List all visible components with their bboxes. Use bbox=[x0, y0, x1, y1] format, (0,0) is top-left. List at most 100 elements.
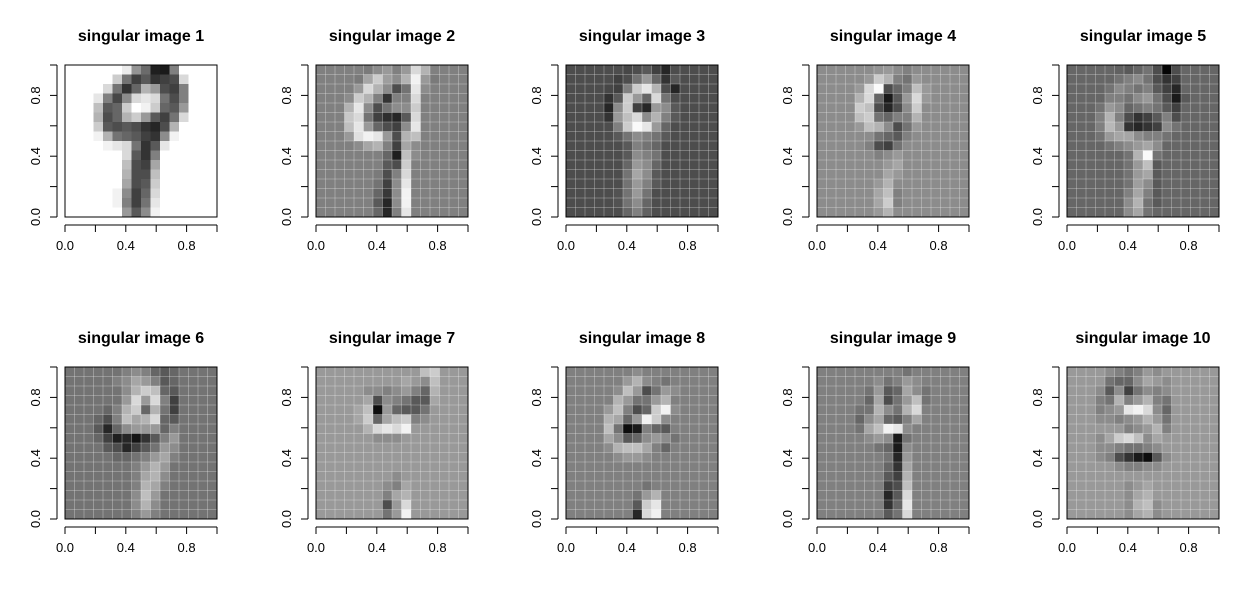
heatmap-cell bbox=[1162, 179, 1172, 189]
heatmap-cell bbox=[179, 112, 189, 123]
heatmap-cell bbox=[1067, 462, 1077, 472]
heatmap-cell bbox=[623, 65, 633, 75]
heatmap-cell bbox=[959, 74, 970, 85]
heatmap-cell bbox=[585, 150, 595, 161]
y-axis: 0.00.40.8 bbox=[1030, 64, 1060, 226]
heatmap-cell bbox=[363, 169, 374, 180]
heatmap-cell bbox=[1162, 443, 1172, 453]
heatmap-cell bbox=[613, 462, 624, 472]
heatmap-cell bbox=[1076, 395, 1087, 406]
heatmap-cell bbox=[1124, 367, 1134, 377]
heatmap-cell bbox=[836, 376, 846, 387]
heatmap-cell bbox=[912, 207, 922, 218]
heatmap-cell bbox=[670, 490, 681, 501]
heatmap-cell bbox=[893, 481, 903, 491]
heatmap-cell bbox=[699, 131, 709, 142]
heatmap-cell bbox=[150, 500, 161, 510]
heatmap-cell bbox=[845, 386, 856, 396]
heatmap-cell bbox=[594, 112, 605, 123]
heatmap-cell bbox=[1124, 424, 1134, 434]
heatmap-cell bbox=[680, 490, 690, 501]
heatmap-cell bbox=[642, 462, 652, 472]
heatmap-cell bbox=[594, 395, 605, 406]
heatmap-cell bbox=[207, 443, 218, 453]
heatmap-cell bbox=[373, 424, 383, 434]
heatmap-cell bbox=[1114, 395, 1125, 406]
heatmap-cell bbox=[392, 207, 402, 218]
heatmap-cell bbox=[344, 386, 355, 396]
heatmap-cell bbox=[449, 443, 459, 453]
heatmap-cell bbox=[122, 93, 132, 104]
heatmap-cell bbox=[836, 122, 846, 132]
heatmap-cell bbox=[1162, 462, 1172, 472]
heatmap-cell bbox=[112, 150, 123, 161]
heatmap-cell bbox=[940, 376, 951, 387]
heatmap-cell bbox=[642, 367, 652, 377]
heatmap-cell bbox=[708, 74, 719, 85]
x-axis: 0.0 0.4 0.8 bbox=[808, 526, 970, 555]
heatmap-cell bbox=[74, 198, 85, 208]
heatmap-cell bbox=[392, 424, 402, 434]
heatmap-cell bbox=[198, 471, 208, 482]
heatmap-cell bbox=[921, 405, 932, 415]
heatmap-cell bbox=[826, 141, 837, 151]
heatmap-cell bbox=[642, 93, 652, 104]
heatmap-cell bbox=[845, 471, 856, 482]
x-tick-label: 0.8 bbox=[679, 540, 697, 555]
heatmap-cell bbox=[373, 509, 383, 520]
heatmap-cell bbox=[1114, 84, 1125, 94]
heatmap-cell bbox=[1067, 74, 1077, 85]
heatmap-cell bbox=[141, 198, 151, 208]
heatmap-cell bbox=[344, 84, 355, 94]
heatmap-cell bbox=[1152, 490, 1163, 501]
heatmap-cell bbox=[940, 93, 951, 104]
heatmap-cell bbox=[836, 433, 846, 444]
heatmap-cell bbox=[325, 452, 336, 463]
heatmap-cell bbox=[959, 452, 970, 463]
heatmap-cell bbox=[449, 188, 459, 199]
heatmap-cell bbox=[1209, 424, 1220, 434]
heatmap-cell bbox=[651, 65, 662, 75]
heatmap-cell bbox=[179, 386, 189, 396]
heatmap-cell bbox=[160, 103, 170, 113]
heatmap-cell bbox=[325, 74, 336, 85]
heatmap-cell bbox=[575, 452, 586, 463]
heatmap-cell bbox=[1105, 112, 1115, 123]
heatmap-cell bbox=[179, 490, 189, 501]
heatmap-cell bbox=[382, 376, 393, 387]
heatmap-cell bbox=[150, 443, 161, 453]
heatmap-cell bbox=[651, 414, 662, 425]
heatmap-cell bbox=[401, 386, 412, 396]
heatmap-cell bbox=[1133, 103, 1144, 113]
heatmap-cell bbox=[103, 131, 113, 142]
heatmap-cell bbox=[150, 424, 161, 434]
heatmap-cell bbox=[401, 122, 412, 132]
heatmap-cell bbox=[439, 414, 450, 425]
plot-frame bbox=[315, 64, 469, 218]
heatmap-cell bbox=[411, 84, 421, 94]
heatmap-cell bbox=[864, 471, 875, 482]
singular-image-panel-1: singular image 10.0 0.4 0.80.00.40.8 bbox=[28, 28, 218, 253]
heatmap-cell bbox=[373, 376, 383, 387]
heatmap-cell bbox=[708, 160, 719, 170]
heatmap-cell bbox=[316, 452, 326, 463]
heatmap-cell bbox=[1209, 386, 1220, 396]
heatmap-cell bbox=[373, 405, 383, 415]
heatmap-cell bbox=[931, 367, 941, 377]
heatmap-cell bbox=[1181, 481, 1191, 491]
heatmap-cell bbox=[1143, 424, 1153, 434]
heatmap-cell bbox=[1209, 443, 1220, 453]
heatmap-cell bbox=[836, 150, 846, 161]
heatmap-cell bbox=[1162, 414, 1172, 425]
heatmap-cell bbox=[836, 93, 846, 104]
heatmap-cell bbox=[585, 141, 595, 151]
heatmap-cell bbox=[411, 112, 421, 123]
heatmap-cell bbox=[566, 471, 576, 482]
heatmap-cell bbox=[575, 414, 586, 425]
heatmap-cell bbox=[449, 160, 459, 170]
heatmap-cell bbox=[651, 169, 662, 180]
heatmap-cell bbox=[1181, 395, 1191, 406]
heatmap-cell bbox=[566, 74, 576, 85]
heatmap-cell bbox=[439, 500, 450, 510]
y-tick-label: 0.0 bbox=[1030, 208, 1045, 226]
